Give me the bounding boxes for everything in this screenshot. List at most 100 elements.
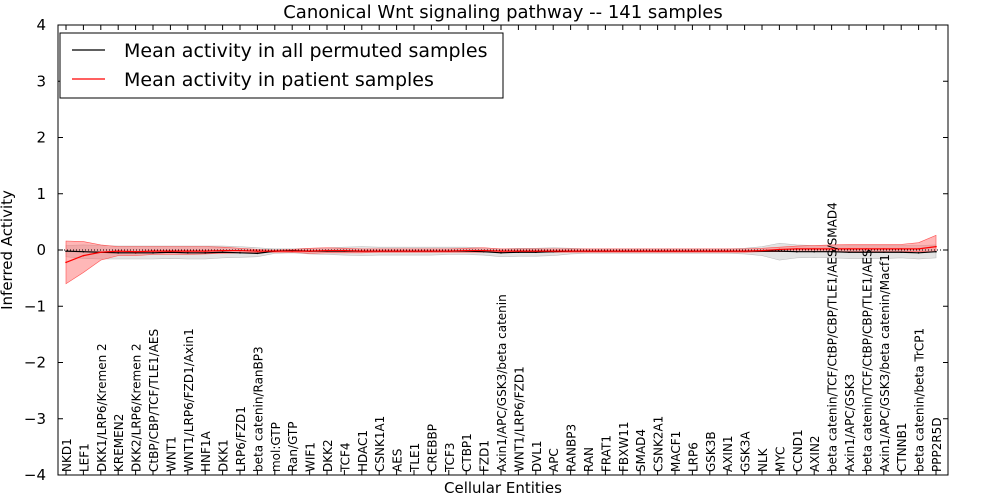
point-series-1-28: [552, 250, 554, 252]
x-category-label: LRP6: [686, 442, 700, 472]
point-series-1-16: [343, 249, 346, 252]
point-series-0-50: [935, 250, 937, 253]
point-series-1-29: [569, 250, 572, 252]
x-category-label: NKD1: [60, 438, 74, 472]
point-series-0-7: [187, 252, 189, 254]
point-series-0-25: [500, 252, 502, 254]
point-series-1-10: [239, 249, 241, 252]
point-series-0-48: [900, 251, 902, 254]
point-series-0-6: [169, 251, 172, 254]
x-category-label: WNT1/LRP6/FZD1: [512, 366, 526, 472]
x-category-label: DKK2: [321, 439, 335, 472]
x-category-label: LEF1: [77, 443, 91, 472]
x-category-label: CSNK2A1: [652, 416, 666, 472]
x-category-label: CTNNB1: [895, 422, 909, 472]
y-tick-label: −4: [24, 466, 46, 484]
point-series-1-30: [587, 250, 589, 252]
x-category-label: TCF3: [443, 442, 457, 473]
point-series-1-40: [761, 249, 763, 252]
y-tick-label: 3: [36, 72, 46, 90]
point-series-0-3: [117, 252, 119, 254]
point-series-1-21: [430, 250, 433, 252]
x-category-label: CSNK1A1: [373, 416, 387, 472]
point-series-1-7: [187, 250, 189, 252]
x-category-label: WNT1/LRP6/FZD1/Axin1: [182, 328, 196, 472]
x-category-label: LRP6/FZD1: [234, 406, 248, 472]
point-series-0-4: [134, 252, 137, 254]
point-series-0-27: [535, 251, 537, 254]
x-category-label: Axin1/APC/GSK3/beta catenin/Macf1: [878, 254, 892, 472]
point-series-1-1: [82, 254, 85, 257]
point-series-1-18: [378, 250, 381, 252]
legend-label-patient: Mean activity in patient samples: [124, 69, 434, 91]
x-category-label: RANBP3: [565, 424, 579, 472]
x-category-label: beta catenin/TCF/CtBP/CBP/TLE1/AES: [860, 249, 874, 472]
point-series-0-49: [917, 252, 920, 254]
point-series-1-23: [465, 249, 468, 252]
point-series-1-22: [448, 250, 450, 252]
point-series-1-5: [152, 250, 154, 252]
point-series-0-47: [883, 251, 885, 254]
point-series-0-1: [82, 250, 85, 253]
point-series-1-2: [100, 251, 102, 254]
y-tick-label: 1: [36, 185, 46, 203]
x-category-label: Axin1/APC/GSK3/beta catenin: [495, 294, 509, 472]
point-series-1-45: [848, 248, 850, 250]
point-series-1-36: [691, 250, 694, 252]
y-tick-label: −2: [24, 354, 46, 372]
point-series-1-42: [796, 248, 798, 250]
point-series-0-43: [813, 250, 815, 253]
point-series-0-41: [778, 250, 781, 252]
point-series-1-46: [865, 248, 868, 250]
x-category-label: CTBP1: [460, 433, 474, 472]
x-category-label: MYC: [773, 447, 787, 472]
point-series-1-4: [134, 250, 137, 253]
x-category-label: AXIN2: [808, 435, 822, 472]
chart-title: Canonical Wnt signaling pathway -- 141 s…: [283, 2, 723, 23]
x-category-label: DVL1: [530, 440, 544, 472]
point-series-1-44: [830, 248, 833, 250]
point-series-1-3: [117, 250, 119, 252]
band-series-1: [65, 234, 937, 285]
point-series-1-43: [813, 248, 815, 250]
x-category-label: APC: [547, 448, 561, 472]
y-tick-label: −3: [24, 410, 46, 428]
point-series-1-47: [883, 248, 885, 250]
point-series-0-8: [204, 252, 206, 254]
x-category-label: TCF4: [338, 442, 352, 473]
point-series-0-42: [796, 250, 798, 253]
x-category-label: WIF1: [304, 442, 318, 472]
series-lines: [65, 245, 937, 264]
y-tick-label: 4: [36, 16, 46, 34]
point-series-1-11: [256, 250, 259, 252]
y-tick-label: 2: [36, 129, 46, 147]
point-series-1-50: [935, 245, 937, 248]
x-category-label: beta catenin/RanBP3: [251, 346, 265, 472]
x-category-label: RAN: [582, 447, 596, 472]
point-series-1-6: [169, 250, 172, 252]
point-series-1-17: [361, 250, 363, 252]
legend-box: [59, 32, 504, 99]
x-category-label: FRAT1: [599, 435, 613, 472]
x-axis: NKD1 LEF1 DKK1/LRP6/Kremen 2 KREMEN2 DKK2/LR…: [60, 25, 944, 475]
point-series-1-31: [604, 250, 607, 252]
point-series-0-0: [65, 250, 67, 252]
x-category-label: DKK2/LRP6/Kremen 2: [130, 343, 144, 472]
confidence-bands: [65, 234, 937, 285]
x-category-label: HNF1A: [199, 430, 213, 472]
legend-label-permuted: Mean activity in all permuted samples: [124, 40, 487, 62]
x-category-label: FZD1: [478, 440, 492, 472]
point-series-0-44: [830, 250, 833, 253]
point-series-1-0: [65, 261, 67, 264]
x-category-label: PPP2R5D: [930, 417, 944, 472]
point-series-1-41: [778, 248, 781, 251]
x-category-label: DKK1: [217, 439, 231, 472]
x-category-label: GSK3A: [739, 431, 753, 472]
x-category-label: AES: [391, 449, 405, 472]
point-series-1-20: [413, 250, 415, 252]
x-category-label: Axin1/APC/GSK3: [843, 374, 857, 472]
point-series-1-24: [482, 249, 485, 252]
x-category-label: FBXW11: [617, 422, 631, 473]
point-series-1-49: [917, 248, 920, 250]
legend: Mean activity in all permuted samples Me…: [59, 32, 504, 99]
